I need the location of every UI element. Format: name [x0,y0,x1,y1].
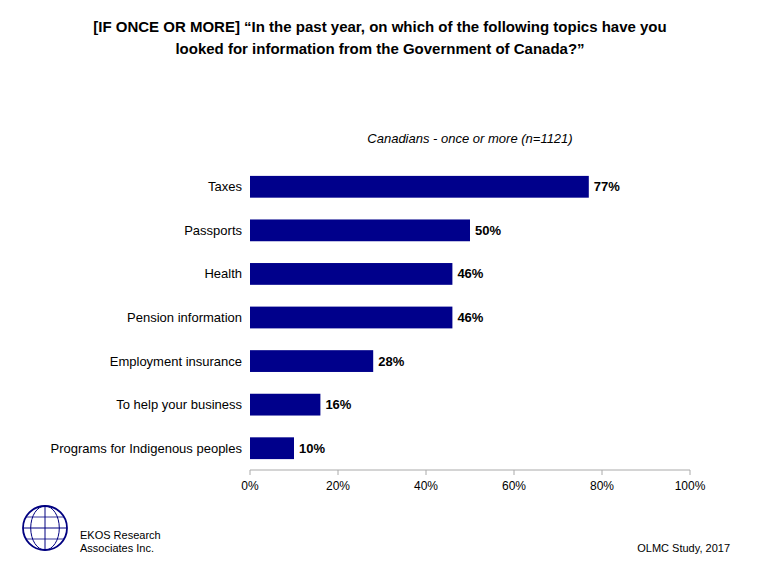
x-tick-label: 40% [414,479,438,493]
category-label: Employment insurance [110,354,242,369]
data-label: 77% [594,179,620,194]
x-tick-label: 60% [502,479,526,493]
data-label: 10% [299,441,325,456]
footer-left: EKOS ResearchAssociates Inc. [80,529,161,554]
x-tick [338,470,339,475]
x-tick [514,470,515,475]
data-label: 46% [457,310,483,325]
bar [250,176,589,198]
logo-line [26,517,63,518]
x-tick-label: 100% [675,479,706,493]
category-label: Programs for Indigenous peoples [50,441,242,456]
x-tick [250,470,251,475]
bar [250,219,470,241]
bar [250,307,452,329]
x-tick [426,470,427,475]
bar [250,263,452,285]
logo-line [26,539,63,540]
footer-right: OLMC Study, 2017 [637,542,730,554]
data-label: 28% [378,354,404,369]
bar [250,394,320,416]
logo-circle [23,506,67,550]
logo-line [23,528,67,529]
x-tick-label: 0% [241,479,259,493]
category-label: To help your business [116,397,242,412]
x-tick-label: 20% [326,479,350,493]
subtitle: Canadians - once or more (n=1121) [367,131,572,146]
title: [IF ONCE OR MORE] “In the past year, on … [93,18,666,35]
category-label: Pension information [127,310,242,325]
bar [250,437,294,459]
x-tick [690,470,691,475]
data-label: 46% [457,266,483,281]
category-label: Passports [184,223,242,238]
x-axis-line [250,470,690,471]
chart: [IF ONCE OR MORE] “In the past year, on … [0,0,760,570]
category-label: Taxes [208,179,242,194]
bar [250,350,373,372]
x-tick-label: 80% [590,479,614,493]
bars [250,176,589,459]
logo [23,506,67,550]
x-tick [602,470,603,475]
data-label: 16% [325,397,351,412]
category-label: Health [204,266,242,281]
title: looked for information from the Governme… [175,40,584,57]
data-label: 50% [475,223,501,238]
